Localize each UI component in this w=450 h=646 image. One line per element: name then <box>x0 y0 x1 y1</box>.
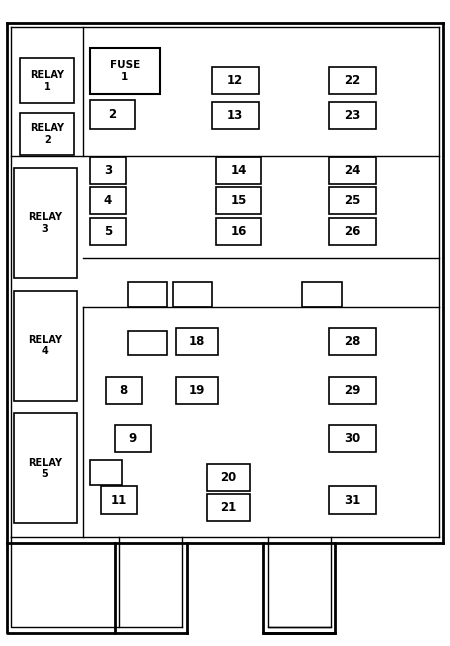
Text: 4: 4 <box>104 194 112 207</box>
Text: RELAY
1: RELAY 1 <box>30 70 64 92</box>
Bar <box>14 413 76 523</box>
Text: 23: 23 <box>344 109 360 122</box>
Bar <box>20 58 74 103</box>
Text: 25: 25 <box>344 194 360 207</box>
Bar <box>115 425 151 452</box>
Text: 12: 12 <box>227 74 243 87</box>
Text: 19: 19 <box>189 384 205 397</box>
Bar <box>20 113 74 155</box>
Bar <box>212 67 259 94</box>
Text: 22: 22 <box>344 74 360 87</box>
Bar <box>90 460 122 484</box>
Bar <box>216 187 261 214</box>
Bar <box>90 100 135 129</box>
Bar <box>90 48 160 94</box>
Bar <box>207 464 250 491</box>
Bar <box>328 425 376 452</box>
Text: 18: 18 <box>189 335 205 348</box>
Bar <box>216 157 261 184</box>
Bar <box>101 486 137 514</box>
Bar <box>328 187 376 214</box>
Bar <box>176 377 218 404</box>
Text: RELAY
4: RELAY 4 <box>28 335 62 357</box>
Bar <box>207 494 250 521</box>
Bar <box>90 157 126 184</box>
Bar <box>328 157 376 184</box>
Text: 15: 15 <box>230 194 247 207</box>
Text: 3: 3 <box>104 164 112 177</box>
Text: 30: 30 <box>344 432 360 445</box>
Text: 9: 9 <box>129 432 137 445</box>
Text: 28: 28 <box>344 335 360 348</box>
Text: 21: 21 <box>220 501 237 514</box>
Bar <box>173 282 212 307</box>
Bar <box>128 331 166 355</box>
Text: 13: 13 <box>227 109 243 122</box>
Text: 11: 11 <box>111 494 127 506</box>
Bar <box>328 67 376 94</box>
Bar <box>90 218 126 245</box>
Bar <box>216 218 261 245</box>
Text: 20: 20 <box>220 471 237 484</box>
Bar <box>328 486 376 514</box>
Bar <box>14 291 76 401</box>
Text: 26: 26 <box>344 225 360 238</box>
Text: 16: 16 <box>230 225 247 238</box>
Text: 2: 2 <box>108 108 117 121</box>
Bar <box>328 102 376 129</box>
Bar <box>212 102 259 129</box>
Text: 29: 29 <box>344 384 360 397</box>
Text: FUSE
1: FUSE 1 <box>110 60 140 82</box>
Bar <box>14 168 76 278</box>
Text: 14: 14 <box>230 164 247 177</box>
Text: RELAY
2: RELAY 2 <box>30 123 64 145</box>
Bar <box>328 377 376 404</box>
Text: 5: 5 <box>104 225 112 238</box>
Bar <box>128 282 166 307</box>
Bar <box>176 328 218 355</box>
Bar <box>90 187 126 214</box>
Text: RELAY
5: RELAY 5 <box>28 457 62 479</box>
Text: 31: 31 <box>344 494 360 506</box>
Text: 8: 8 <box>120 384 128 397</box>
Bar <box>302 282 342 307</box>
Text: 24: 24 <box>344 164 360 177</box>
Text: RELAY
3: RELAY 3 <box>28 212 62 234</box>
Bar <box>328 328 376 355</box>
Bar <box>106 377 142 404</box>
Bar <box>328 218 376 245</box>
